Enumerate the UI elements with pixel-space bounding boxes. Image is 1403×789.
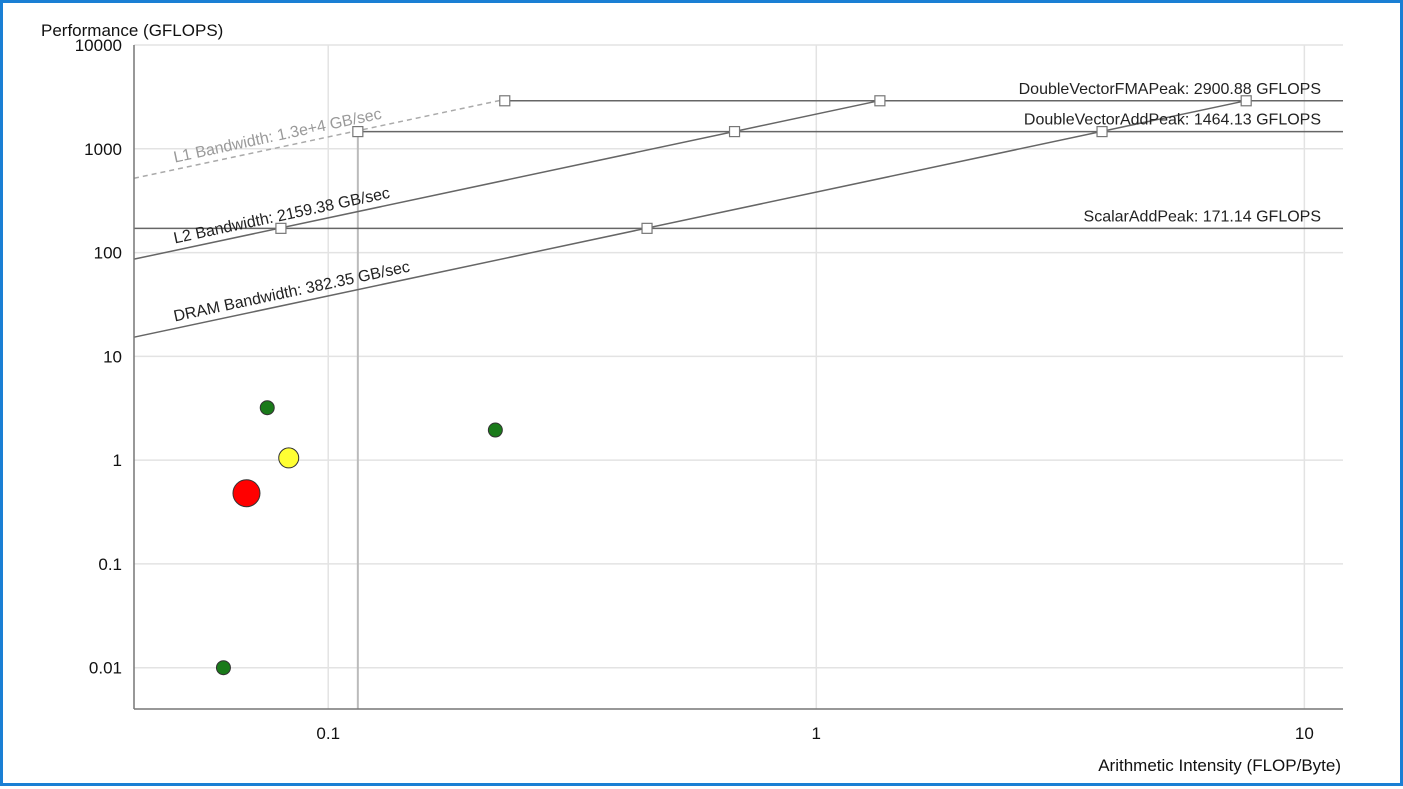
memory-roof-label: L1 Bandwidth: 1.3e+4 GB/sec xyxy=(172,106,383,167)
grid-lines xyxy=(134,44,1343,709)
memory-roof-label: DRAM Bandwidth: 382.35 GB/sec xyxy=(172,259,411,326)
memory-roof-line xyxy=(133,99,1247,338)
data-points xyxy=(215,400,503,676)
y-tick-label: 1000 xyxy=(84,140,122,159)
x-tick-label: 1 xyxy=(812,724,821,743)
y-axis-title: Performance (GFLOPS) xyxy=(41,21,223,40)
x-tick-label: 0.1 xyxy=(316,724,340,743)
data-point xyxy=(215,660,231,676)
roof-marker xyxy=(352,125,364,138)
axes: 10000 1000 100 10 1 0.1 0.01 0.1 1 10 xyxy=(75,36,1343,743)
data-point xyxy=(278,447,300,469)
roof-marker xyxy=(1096,125,1108,138)
compute-roof-label: DoubleVectorAddPeak: 1464.13 GFLOPS xyxy=(1024,112,1321,129)
compute-roof-label: DoubleVectorFMAPeak: 2900.88 GFLOPS xyxy=(1019,81,1321,98)
roof-marker xyxy=(1240,95,1252,107)
x-axis-title: Arithmetic Intensity (FLOP/Byte) xyxy=(1098,756,1341,775)
y-tick-label: 0.1 xyxy=(98,555,122,574)
roof-marker xyxy=(275,222,287,234)
y-tick-label: 10000 xyxy=(75,36,122,55)
roof-marker xyxy=(874,95,886,107)
y-tick-label: 1 xyxy=(113,451,122,470)
roof-marker xyxy=(499,95,511,107)
roofline-chart: 10000 1000 100 10 1 0.1 0.01 0.1 1 10 L1 Bandwidt… xyxy=(41,21,1343,775)
roof-marker xyxy=(728,125,741,138)
compute-roofs xyxy=(134,95,1343,234)
y-tick-label: 100 xyxy=(94,244,122,263)
compute-roof-label: ScalarAddPeak: 171.14 GFLOPS xyxy=(1084,208,1321,225)
roof-marker xyxy=(641,222,653,234)
data-point xyxy=(487,422,503,438)
memory-roof-line xyxy=(133,98,505,179)
memory-roof-line xyxy=(133,99,881,260)
x-tick-label: 10 xyxy=(1295,724,1314,743)
data-point xyxy=(259,400,275,416)
y-tick-label: 0.01 xyxy=(89,659,122,678)
y-tick-label: 10 xyxy=(103,347,122,366)
memory-roofs xyxy=(133,98,1247,338)
data-point xyxy=(232,479,261,508)
